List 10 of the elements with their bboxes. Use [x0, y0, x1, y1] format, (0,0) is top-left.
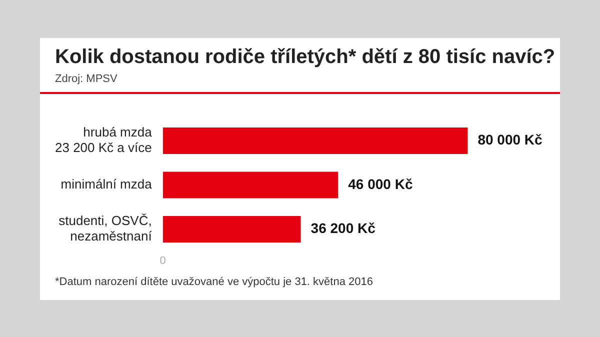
text: 0	[160, 254, 166, 267]
data-label: 80 000 Kč	[478, 132, 543, 148]
y-tick-label: studenti, OSVČ, nezaměstnaní	[58, 213, 152, 244]
chart-subtitle: Zdroj: MPSV	[55, 73, 118, 85]
chart-title: Kolik dostanou rodiče tříletých* dětí z 80 tisíc navíc?	[55, 46, 556, 69]
y-tick-label: minimální mzda	[60, 176, 153, 192]
y-tick-label: hrubá mzda 23 200 Kč a více	[54, 124, 153, 156]
data-label: 46 000 Kč	[348, 176, 413, 192]
text: *Datum narození dítěte uvažované ve výpočtu je 31. května 2016	[55, 276, 373, 288]
data-label: 36 200 Kč	[310, 220, 376, 236]
